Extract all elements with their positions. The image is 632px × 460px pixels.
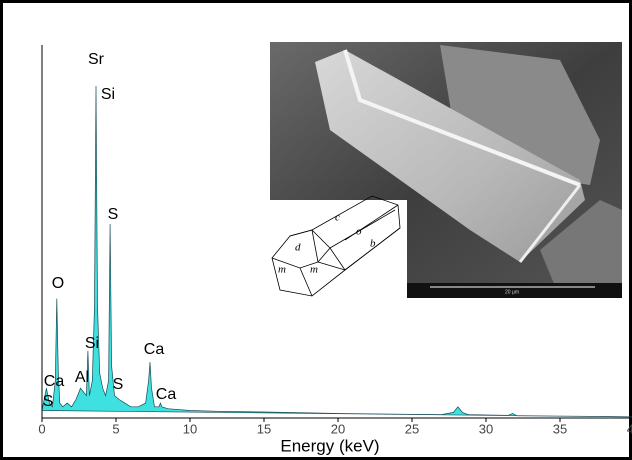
x-tick-label: 35 (553, 421, 567, 436)
peak-label: S (113, 376, 124, 393)
x-tick-label: 10 (183, 421, 197, 436)
peak-label: O (52, 275, 64, 292)
x-axis-label: Energy (keV) (280, 436, 379, 455)
scale-bar: 20 µm (505, 289, 519, 295)
x-tick-label: 15 (257, 421, 271, 436)
x-tick-label: 5 (112, 421, 119, 436)
face-label: m (310, 264, 318, 276)
face-label: b (370, 238, 376, 250)
peak-label: S (108, 206, 119, 223)
x-tick-label: 0 (38, 421, 45, 436)
peak-label: S (43, 393, 54, 410)
peak-label: Si (101, 86, 115, 103)
x-tick-label: 30 (479, 421, 493, 436)
peak-label: Si (85, 335, 99, 352)
crystal-drawing (262, 195, 407, 300)
face-label: o (356, 226, 362, 238)
peak-label: Ca (156, 386, 177, 403)
x-tick-label: 25 (405, 421, 419, 436)
peak-label: Sr (88, 51, 105, 68)
face-label: c (335, 212, 340, 224)
x-tick-label: 40 (627, 421, 632, 436)
peak-label: Ca (44, 373, 65, 390)
face-label: d (295, 242, 301, 254)
x-tick-label: 20 (331, 421, 345, 436)
face-label: m (278, 264, 286, 276)
peak-label: Al (75, 369, 89, 386)
peak-label: Ca (144, 341, 165, 358)
face-labels: c o b d m m (278, 212, 376, 276)
spectrum (41, 85, 632, 418)
